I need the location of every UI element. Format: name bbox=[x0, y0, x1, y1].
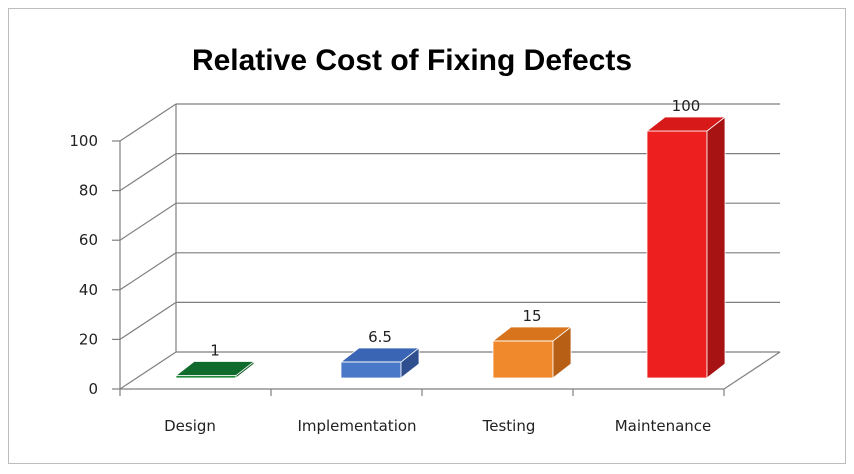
bar-top-implementation bbox=[339, 347, 421, 363]
data-label: 100 bbox=[672, 97, 701, 115]
bar-top-testing bbox=[491, 326, 573, 342]
bars bbox=[174, 116, 727, 379]
y-tick-label: 80 bbox=[79, 182, 98, 200]
bar-front-testing bbox=[492, 340, 554, 379]
y-tick-label: 40 bbox=[79, 281, 98, 299]
bar-top-design bbox=[174, 361, 256, 376]
y-axis: 0 20 40 60 80 100 bbox=[69, 132, 725, 398]
floor-right-edge bbox=[723, 351, 781, 390]
side-gridline bbox=[119, 202, 177, 241]
side-gridline bbox=[119, 153, 177, 192]
x-category-label: Testing bbox=[482, 417, 536, 435]
bar-top-maintenance bbox=[645, 116, 727, 132]
data-label: 15 bbox=[522, 307, 541, 325]
chart-title: Relative Cost of Fixing Defects bbox=[192, 44, 632, 77]
side-gridline bbox=[119, 351, 177, 390]
y-tick-label: 100 bbox=[69, 132, 98, 150]
bar-front-implementation bbox=[340, 361, 402, 379]
y-tick-label: 0 bbox=[88, 380, 98, 398]
x-category-label: Implementation bbox=[297, 417, 416, 435]
data-labels: 1 6.5 15 100 bbox=[210, 97, 700, 360]
side-gridline bbox=[119, 301, 177, 340]
bar-side-maintenance bbox=[706, 116, 726, 379]
y-tick-label: 60 bbox=[79, 231, 98, 249]
data-label: 6.5 bbox=[368, 328, 392, 346]
x-category-label: Maintenance bbox=[615, 417, 712, 435]
x-axis-labels: Design Implementation Testing Maintenance bbox=[164, 417, 711, 435]
data-label: 1 bbox=[210, 342, 220, 360]
y-tick-label: 20 bbox=[79, 330, 98, 348]
bar-front-maintenance bbox=[646, 130, 708, 379]
x-category-label: Design bbox=[164, 417, 216, 435]
side-gridline bbox=[119, 252, 177, 291]
side-gridline bbox=[119, 103, 177, 142]
